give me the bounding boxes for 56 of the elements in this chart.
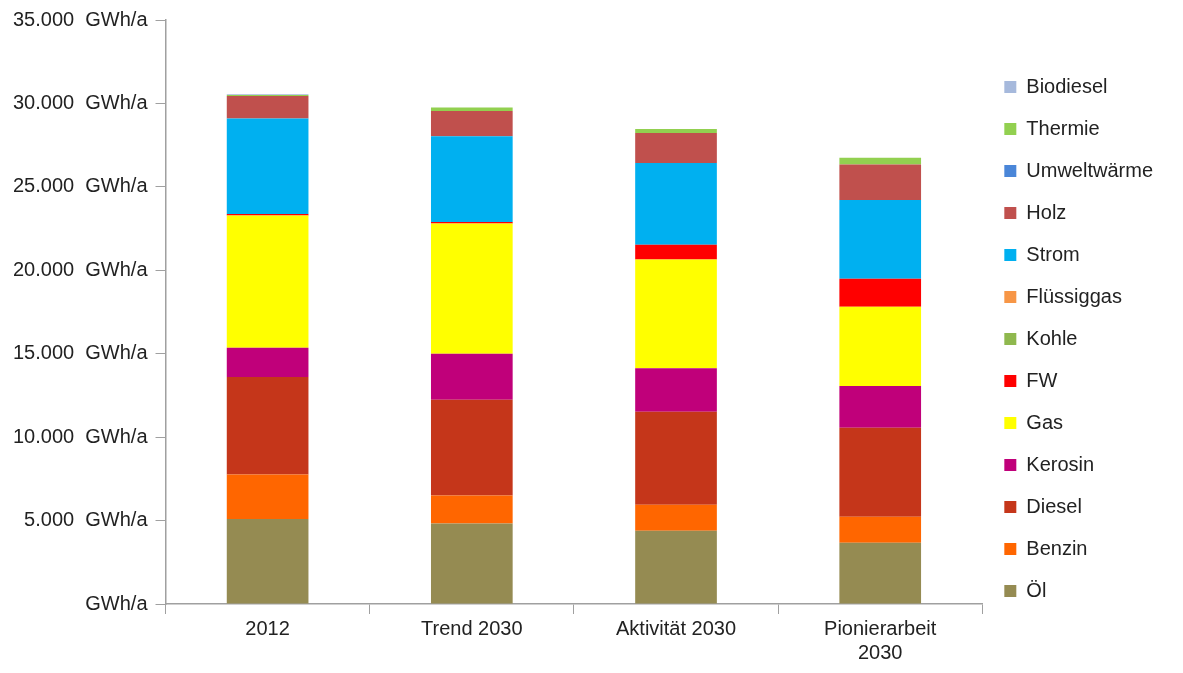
y-tick-label: 5.000 GWh/a [24, 508, 149, 531]
bar [839, 164, 922, 201]
bar [226, 474, 309, 519]
bar [839, 306, 922, 387]
bar [430, 136, 513, 222]
bar [635, 530, 717, 604]
legend-label: FW [1026, 368, 1058, 391]
legend-label: Umweltwärme [1026, 158, 1154, 181]
legend-label: Öl [1026, 578, 1047, 601]
bar [635, 163, 717, 245]
legend-label: Benzin [1026, 536, 1088, 559]
x-tick-label: 2012 [245, 616, 290, 639]
legend-label: Kohle [1026, 326, 1078, 349]
bar [430, 111, 513, 137]
bar [635, 411, 717, 505]
legend-label: Thermie [1026, 116, 1100, 139]
bar [635, 244, 717, 260]
bar [226, 95, 309, 119]
x-tick-label: Aktivität 2030 [615, 616, 737, 639]
bar [430, 495, 513, 524]
legend-label: Biodiesel [1026, 74, 1108, 97]
bar [635, 259, 717, 369]
bar [226, 377, 309, 475]
bar [430, 223, 513, 354]
bar [839, 278, 922, 307]
bar [430, 523, 513, 604]
x-tick-label: Trend 2030 [421, 616, 523, 639]
legend-label: Strom [1026, 242, 1080, 265]
y-tick-label: 20.000 GWh/a [12, 257, 149, 280]
legend-label: Gas [1026, 410, 1064, 433]
bar [839, 200, 922, 279]
bar [430, 353, 513, 400]
bar [635, 132, 717, 163]
y-tick-label: 30.000 GWh/a [12, 90, 149, 113]
bar [839, 427, 922, 517]
bar [226, 215, 309, 348]
bar [839, 516, 922, 543]
bar [226, 118, 309, 214]
y-tick-label: 10.000 GWh/a [12, 424, 149, 447]
legend-label: Holz [1026, 200, 1067, 223]
legend-label: Diesel [1026, 494, 1082, 517]
bar [839, 386, 922, 428]
bar [430, 399, 513, 496]
bar [635, 368, 717, 412]
legend-label: Flüssiggas [1026, 284, 1122, 307]
y-tick-label: 25.000 GWh/a [12, 174, 149, 197]
bar [839, 542, 922, 604]
bar [635, 128, 717, 133]
bar [226, 347, 309, 378]
y-tick-label: 15.000 GWh/a [12, 341, 149, 364]
bar [226, 518, 309, 604]
y-tick-label: GWh/a [85, 591, 149, 614]
legend-label: Kerosin [1026, 452, 1095, 475]
y-tick-label: 35.000 GWh/a [12, 7, 149, 30]
bar [635, 504, 717, 531]
x-tick-label: Pionierarbeit 2030 [824, 616, 937, 663]
